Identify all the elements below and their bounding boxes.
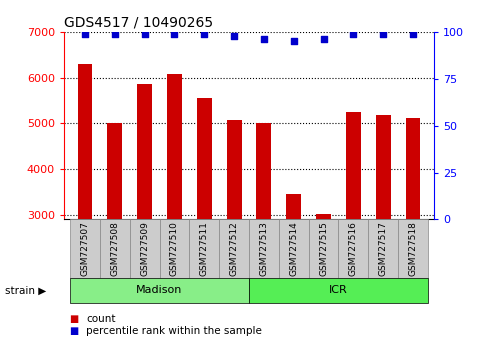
Text: ICR: ICR xyxy=(329,285,348,295)
Bar xyxy=(167,74,182,219)
Bar xyxy=(346,112,361,219)
Text: GSM727510: GSM727510 xyxy=(170,221,179,276)
Point xyxy=(379,31,387,36)
Text: percentile rank within the sample: percentile rank within the sample xyxy=(86,326,262,336)
Bar xyxy=(256,124,271,219)
Text: GSM727518: GSM727518 xyxy=(409,221,418,276)
Text: strain ▶: strain ▶ xyxy=(5,285,46,295)
Point xyxy=(260,36,268,42)
Bar xyxy=(316,214,331,219)
Text: GSM727508: GSM727508 xyxy=(110,221,119,276)
Point xyxy=(81,31,89,36)
Text: count: count xyxy=(86,314,116,324)
Bar xyxy=(286,194,301,219)
Point xyxy=(319,36,327,42)
Text: ■: ■ xyxy=(69,314,78,324)
Text: ■: ■ xyxy=(69,326,78,336)
Text: GSM727512: GSM727512 xyxy=(230,221,239,276)
Bar xyxy=(376,115,390,219)
Point xyxy=(111,31,119,36)
Text: GSM727509: GSM727509 xyxy=(140,221,149,276)
Text: GSM727511: GSM727511 xyxy=(200,221,209,276)
Bar xyxy=(77,64,92,219)
Text: GSM727515: GSM727515 xyxy=(319,221,328,276)
Bar xyxy=(137,85,152,219)
Point xyxy=(200,31,208,36)
Point xyxy=(409,31,417,36)
Text: Madison: Madison xyxy=(137,285,183,295)
Point xyxy=(230,33,238,39)
Text: GSM727513: GSM727513 xyxy=(259,221,268,276)
Bar xyxy=(197,98,211,219)
Text: GSM727517: GSM727517 xyxy=(379,221,387,276)
Point xyxy=(141,31,148,36)
Bar xyxy=(107,124,122,219)
Point xyxy=(171,31,178,36)
Text: GSM727514: GSM727514 xyxy=(289,221,298,276)
Point xyxy=(290,38,298,44)
Bar xyxy=(227,120,242,219)
Text: GSM727507: GSM727507 xyxy=(80,221,89,276)
Point xyxy=(350,31,357,36)
Bar xyxy=(406,118,421,219)
Text: GDS4517 / 10490265: GDS4517 / 10490265 xyxy=(64,15,213,29)
Text: GSM727516: GSM727516 xyxy=(349,221,358,276)
